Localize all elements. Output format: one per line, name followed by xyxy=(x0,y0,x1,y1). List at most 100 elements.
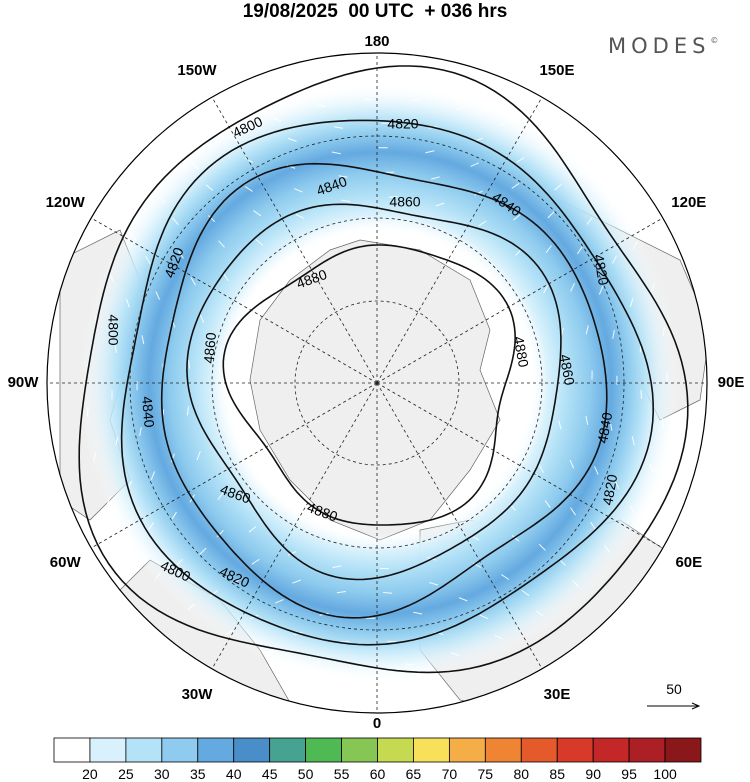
wind-vector xyxy=(331,151,341,155)
contour-label: 4820 xyxy=(387,116,418,132)
wind-vector xyxy=(86,407,89,417)
wind-vector xyxy=(127,535,134,545)
wind-vector xyxy=(158,195,166,203)
wind-vector xyxy=(516,157,525,163)
wind-vector xyxy=(191,163,200,170)
contour-label: 4840 xyxy=(139,396,158,429)
reference-vector-legend: 50 xyxy=(647,681,701,710)
colorbar-swatch xyxy=(377,737,414,763)
wind-vector xyxy=(293,188,303,193)
wind-vector xyxy=(511,182,520,189)
wind-vector xyxy=(148,522,154,531)
wind-vector xyxy=(114,343,117,353)
wind-vector xyxy=(115,436,119,446)
colorbar-tick-label: 20 xyxy=(82,766,98,782)
longitude-label: 150W xyxy=(177,62,217,79)
wind-vector xyxy=(130,232,137,241)
wind-vector xyxy=(141,335,145,345)
wind-vector xyxy=(255,239,264,246)
longitude-label: 30E xyxy=(544,686,571,703)
colorbar-swatch xyxy=(341,737,378,763)
wind-vector xyxy=(210,590,219,597)
wind-vector xyxy=(603,544,611,553)
wind-vector xyxy=(387,640,397,643)
wind-vector xyxy=(225,629,234,635)
wind-vector xyxy=(455,106,465,111)
meridian-line xyxy=(376,97,543,384)
wind-vector xyxy=(404,663,414,666)
colorbar-swatch xyxy=(125,737,163,763)
wind-vector xyxy=(585,415,589,425)
wind-vector xyxy=(170,453,175,463)
wind-vector xyxy=(640,389,642,399)
colorbar-tick-label: 95 xyxy=(621,766,637,782)
meridian-line xyxy=(376,217,663,384)
wind-vector xyxy=(594,466,599,475)
wind-vector xyxy=(470,162,479,167)
wind-vector xyxy=(292,579,301,584)
copyright-mark: © xyxy=(710,36,719,45)
colorbar-swatch xyxy=(520,737,558,763)
wind-vector xyxy=(611,255,617,264)
wind-vector xyxy=(590,521,597,530)
wind-vector xyxy=(631,436,635,446)
logo-text: MODES xyxy=(608,34,711,58)
contour-label: 4840 xyxy=(594,411,615,445)
wind-vector xyxy=(150,471,156,480)
wind-vector xyxy=(177,250,184,259)
wind-vector xyxy=(538,464,544,473)
wind-vector xyxy=(494,634,504,640)
wind-vector xyxy=(570,507,577,516)
wind-vector xyxy=(336,591,346,594)
colorbar-swatch xyxy=(413,737,450,763)
colorbar-tick-label: 70 xyxy=(442,766,458,782)
wind-vector xyxy=(248,526,257,533)
colorbar-tick-label: 40 xyxy=(226,766,242,782)
longitude-label: 120E xyxy=(671,194,706,211)
wind-vector xyxy=(218,240,225,248)
wind-vector xyxy=(585,325,589,335)
longitude-label: 120W xyxy=(46,194,86,211)
height-contours xyxy=(78,65,689,674)
wind-vector xyxy=(570,283,575,292)
colorbar-tick-label: 30 xyxy=(154,766,170,782)
colorbar-swatch xyxy=(592,737,630,763)
wind-vector xyxy=(499,121,509,127)
wind-vector xyxy=(217,492,224,500)
colorbar-tick-label: 100 xyxy=(653,766,677,782)
colorbar-swatch xyxy=(628,737,666,763)
wind-vector xyxy=(576,170,584,178)
wind-vector xyxy=(479,614,489,620)
wind-vector xyxy=(145,255,151,265)
wind-vector xyxy=(413,611,423,615)
wind-vector xyxy=(199,314,205,323)
wind-vector xyxy=(430,176,440,180)
colorbar-tick-label: 50 xyxy=(298,766,314,782)
wind-vector xyxy=(511,535,520,542)
colorbar-tick-label: 85 xyxy=(549,766,565,782)
reference-arrow-head xyxy=(691,702,701,710)
wind-vector xyxy=(544,500,551,508)
wind-vector xyxy=(425,150,435,154)
wind-vector xyxy=(651,282,655,292)
contour-label: 4860 xyxy=(389,194,420,210)
wind-vector xyxy=(267,648,276,653)
colorbar-tick-label: 25 xyxy=(118,766,134,782)
wind-vector xyxy=(410,99,420,102)
wind-vector xyxy=(661,418,664,428)
wind-vector xyxy=(317,104,327,108)
colorbar-tick-label: 80 xyxy=(514,766,530,782)
wind-vectors xyxy=(86,98,668,668)
wind-vector xyxy=(535,610,544,617)
longitude-labels: 180 150E 120E 90E 60E 30E 0 30W 60W 90W 120W 150W xyxy=(8,33,745,732)
wind-vector xyxy=(188,359,191,369)
wind-vector xyxy=(501,574,510,580)
colorbar: 20 25 30 35 40 45 50 55 60 65 70 75 80 85 90 95 100 xyxy=(53,737,702,782)
meridian-line xyxy=(91,217,378,384)
wind-vector xyxy=(607,203,614,212)
wind-vector xyxy=(540,142,549,149)
wind-vector xyxy=(435,202,445,207)
meridian-line xyxy=(376,382,543,669)
contour-label: 4860 xyxy=(200,331,219,364)
colorbar-tick-label: 75 xyxy=(478,766,494,782)
